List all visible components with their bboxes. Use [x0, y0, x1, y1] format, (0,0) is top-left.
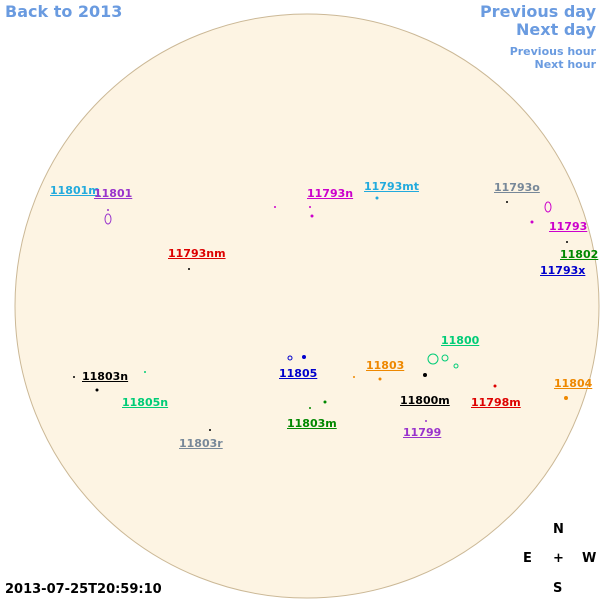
region-label[interactable]: 11803r	[179, 437, 223, 450]
compass-south: S	[553, 581, 563, 596]
region-label[interactable]: 11793nm	[168, 247, 226, 260]
region-label[interactable]: 11793	[549, 220, 588, 233]
spot	[375, 196, 379, 200]
spot	[309, 206, 311, 208]
region-label[interactable]: 11800m	[400, 394, 450, 407]
region-label[interactable]: 11804	[554, 377, 593, 390]
region-label[interactable]: 11803m	[287, 417, 337, 430]
region-label[interactable]: 11793n	[307, 187, 354, 200]
spot	[287, 355, 293, 361]
back-link[interactable]: Back to 2013	[5, 2, 123, 21]
spot	[95, 388, 99, 392]
spot	[378, 377, 382, 381]
compass-north: N	[553, 522, 564, 537]
previous-hour-link[interactable]: Previous hour	[509, 45, 596, 58]
spot	[530, 220, 534, 224]
spot	[566, 241, 568, 243]
spot	[425, 420, 427, 422]
solar-disk	[14, 13, 600, 599]
region-label[interactable]: 11800	[441, 334, 480, 347]
region-label[interactable]: 11803n	[82, 370, 129, 383]
region-label[interactable]: 11793o	[494, 181, 540, 194]
spot	[209, 429, 211, 431]
spot	[310, 214, 314, 218]
next-hour-link[interactable]: Next hour	[534, 58, 597, 71]
timestamp: 2013-07-25T20:59:10	[5, 582, 162, 597]
spot	[274, 206, 276, 208]
spot	[423, 373, 427, 377]
region-label[interactable]: 11801m	[50, 184, 100, 197]
spot	[544, 201, 552, 213]
spot	[73, 376, 75, 378]
region-label[interactable]: 11793x	[540, 264, 586, 277]
region-label[interactable]: 11805	[279, 367, 318, 380]
compass-west: W	[582, 551, 597, 566]
spot	[353, 376, 355, 378]
region-label[interactable]: 11803	[366, 359, 405, 372]
spot	[188, 268, 190, 270]
sunspots	[73, 196, 568, 431]
region-label[interactable]: 11802	[560, 248, 599, 261]
spot	[104, 213, 112, 225]
region-label[interactable]: 11805n	[122, 396, 169, 409]
spot	[493, 384, 497, 388]
compass-center: +	[553, 551, 564, 566]
region-label[interactable]: 11793mt	[364, 180, 419, 193]
spot	[309, 407, 311, 409]
region-label[interactable]: 11799	[403, 426, 442, 439]
spot	[323, 400, 327, 404]
spot	[427, 353, 439, 365]
region-label[interactable]: 11798m	[471, 396, 521, 409]
region-label[interactable]: 11801	[94, 187, 133, 200]
spot	[506, 201, 508, 203]
spot	[107, 209, 109, 211]
spot	[144, 371, 146, 373]
spot	[564, 396, 568, 400]
compass-east: E	[523, 551, 532, 566]
spot	[302, 355, 306, 359]
spot	[453, 363, 459, 369]
previous-day-link[interactable]: Previous day	[479, 2, 596, 21]
spot	[441, 354, 449, 362]
next-day-link[interactable]: Next day	[516, 20, 596, 39]
